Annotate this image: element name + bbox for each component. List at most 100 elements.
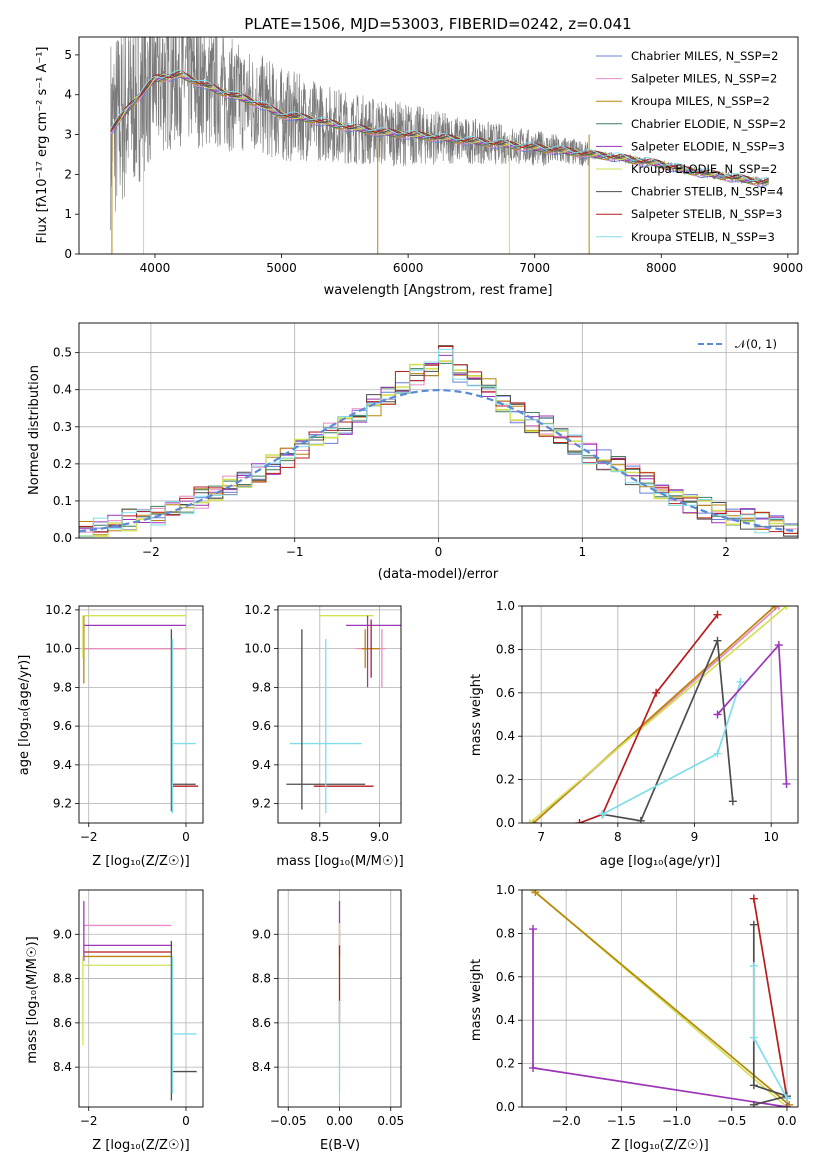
residual-histogram (79, 348, 798, 538)
x-tick-label: 9000 (773, 261, 804, 275)
ebv-panel: −0.05 0.00 0.05 8.4 8.6 8.8 9.0 (252, 889, 404, 1128)
plus-marker (771, 606, 779, 610)
y-tick-label: 2 (64, 167, 72, 181)
y-tick-label: 1.0 (496, 883, 515, 897)
axes-frame (521, 889, 799, 1108)
y-tick-label: 1 (64, 207, 72, 221)
plot-area (110, 37, 769, 254)
figure-title: PLATE=1506, MJD=53003, FIBERID=0242, z=0… (244, 15, 631, 33)
y-tick-label: 9.8 (252, 680, 271, 694)
plus-marker (774, 606, 783, 610)
gaussian-curve (79, 388, 798, 533)
plus-marker (529, 1063, 538, 1072)
legend-label: Salpeter MILES, N_SSP=2 (631, 72, 777, 86)
x-tick-label: 0 (182, 1114, 190, 1128)
x-tick-label: 8 (614, 830, 622, 844)
residual-legend: 𝒩(0, 1) (698, 337, 777, 351)
x-tick-label: −1 (286, 545, 304, 559)
y-tick-label: 8.8 (53, 972, 72, 986)
y-tick-label: 9.2 (53, 797, 72, 811)
plus-marker (529, 925, 538, 934)
plus-marker (749, 961, 758, 970)
plus-marker (782, 779, 791, 788)
x-tick-label: −0.05 (270, 1114, 307, 1128)
plus-marker (749, 1081, 758, 1090)
legend-label: Salpeter ELODIE, N_SSP=3 (631, 139, 785, 153)
y-tick-label: 8.6 (53, 1016, 72, 1030)
x-tick-label: −1.0 (662, 1114, 691, 1128)
x-tick-label: −0.5 (717, 1114, 746, 1128)
x-tick-label: 7 (537, 830, 545, 844)
x-tick-label: −2.0 (552, 1114, 581, 1128)
plus-marker (575, 819, 584, 823)
mw-age-ylabel: mass weight (469, 674, 484, 756)
legend-label: Kroupa MILES, N_SSP=2 (631, 94, 770, 108)
axes-frame (521, 605, 799, 824)
weight-line (602, 640, 734, 822)
plus-marker (782, 1094, 791, 1103)
x-tick-label: 6000 (393, 261, 424, 275)
weight-line (716, 642, 788, 784)
y-tick-label: 1.0 (496, 599, 515, 613)
plus-marker (713, 749, 722, 758)
plus-marker (749, 1033, 758, 1042)
plus-marker (782, 1103, 791, 1107)
legend-label: Kroupa STELIB, N_SSP=3 (631, 230, 775, 244)
y-tick-label: 0.6 (496, 686, 515, 700)
ebv-xlabel: E(B-V) (320, 1138, 360, 1153)
y-tick-label: 9.2 (252, 797, 271, 811)
mass-vs-z-panel: −2 0 8.4 8.6 8.8 9.0 (53, 889, 204, 1128)
axes-frame (78, 889, 204, 1108)
axes-frame (277, 889, 402, 1108)
mass-z-ylabel: mass [log₁₀(M/M☉)] (25, 936, 40, 1063)
mw-z-ylabel: mass weight (469, 959, 484, 1041)
plus-marker (782, 606, 791, 610)
weight-line (579, 614, 719, 823)
y-tick-label: 0.8 (496, 642, 515, 656)
plus-marker (736, 677, 745, 686)
residual-panel: −2 −1 0 1 2 0.0 0.1 0.2 0.3 0.4 0.5 Normed distrib… (27, 322, 799, 582)
plus-marker (749, 1100, 758, 1107)
spectrum-xlabel: wavelength [Angstrom, rest frame] (324, 283, 553, 298)
y-tick-label: 10.2 (244, 603, 271, 617)
x-tick-label: 8.5 (310, 830, 329, 844)
x-tick-label: 0 (182, 830, 190, 844)
massweight-vs-z-panel: −2.0 −1.5 −1.0 −0.5 0.0 0.0 0.2 0.4 0.6 0.8 1.0 (496, 883, 799, 1128)
y-tick-label: 5 (64, 48, 72, 62)
y-tick-label: 9.4 (252, 758, 271, 772)
plot-area (82, 901, 197, 1101)
y-tick-label: 0.2 (496, 1057, 515, 1071)
plus-marker (774, 641, 783, 650)
mw-z-xlabel: Z [log₁₀(Z/Z☉)] (611, 1138, 708, 1153)
plus-marker (531, 890, 540, 897)
weight-line (752, 924, 791, 1106)
y-tick-label: 9.0 (53, 927, 72, 941)
age-vs-mass-panel: 8.5 9.0 9.2 9.4 9.6 9.8 10.0 10.2 (244, 603, 402, 844)
legend-label: Chabrier MILES, N_SSP=2 (631, 49, 778, 63)
x-tick-label: 0.05 (377, 1114, 404, 1128)
x-tick-label: 4000 (140, 261, 171, 275)
legend-label: Kroupa ELODIE, N_SSP=2 (631, 162, 777, 176)
x-tick-label: 1 (578, 545, 586, 559)
y-tick-label: 0.0 (53, 531, 72, 545)
y-tick-label: 8.6 (252, 1016, 271, 1030)
y-tick-label: 9.4 (53, 758, 72, 772)
plus-marker (652, 688, 661, 697)
y-tick-label: 8.4 (252, 1060, 271, 1074)
spectrum-panel: 4000 5000 6000 7000 8000 9000 0 1 2 3 4 5 Flux [fλ1… (35, 36, 804, 298)
y-tick-label: 0.4 (53, 383, 72, 397)
x-tick-label: −2 (142, 545, 160, 559)
y-tick-label: 9.6 (252, 719, 271, 733)
y-tick-label: 0.4 (496, 729, 515, 743)
weight-line (529, 606, 788, 823)
y-tick-label: 0.4 (496, 1013, 515, 1027)
gaussian-legend-label: 𝒩(0, 1) (735, 337, 777, 351)
plus-marker (525, 819, 534, 823)
plot-area (525, 606, 791, 823)
x-tick-label: 7000 (519, 261, 550, 275)
x-tick-label: −1.5 (607, 1114, 636, 1128)
plus-marker (636, 816, 645, 823)
y-tick-label: 9.6 (53, 719, 72, 733)
axes-frame (78, 605, 204, 824)
